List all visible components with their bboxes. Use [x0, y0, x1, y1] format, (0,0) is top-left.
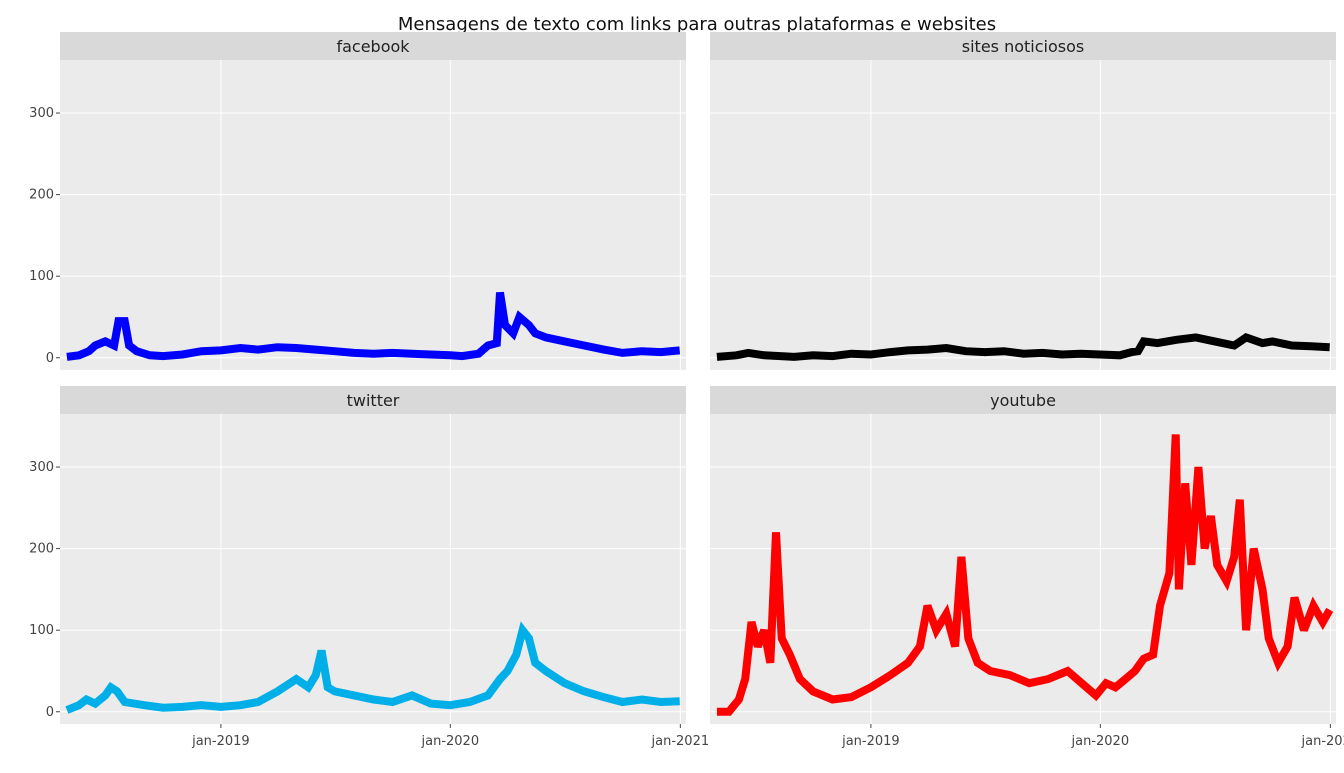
- x-tick-label: jan-2020: [421, 734, 480, 749]
- series-line-twitter: [65, 621, 680, 714]
- facet-strip: [710, 386, 1336, 414]
- facet-panel: sites noticiosos: [710, 32, 1336, 370]
- y-tick-label: 0: [46, 351, 54, 366]
- facet-label: facebook: [336, 37, 410, 56]
- x-tick-label: jan-2019: [841, 734, 900, 749]
- chart-title: Mensagens de texto com links para outras…: [398, 14, 996, 35]
- panel-background: [60, 414, 686, 724]
- facet-label: twitter: [347, 391, 400, 410]
- x-tick-label: jan-2021: [1301, 734, 1344, 749]
- facet-panel: facebook 0 100 200 300: [29, 32, 686, 370]
- y-tick-label: 300: [29, 106, 54, 121]
- x-tick-label: jan-2019: [191, 734, 250, 749]
- facet-panel: youtube jan-2019 jan-2020 jan-2021: [710, 386, 1344, 749]
- facet-strip: [60, 32, 686, 60]
- x-tick-label: jan-2020: [1071, 734, 1130, 749]
- panel-background: [60, 60, 686, 370]
- facet-strip: [60, 386, 686, 414]
- x-tick-label: jan-2021: [651, 734, 710, 749]
- y-tick-label: 200: [29, 188, 54, 203]
- series-line-youtube: [716, 434, 1334, 716]
- facet-panel: twitter 0 100 200 300 jan-2019 jan-2020 jan-202…: [29, 386, 709, 749]
- y-tick-label: 300: [29, 460, 54, 475]
- series-line-facebook: [66, 291, 681, 361]
- chart-panels: facebook 0 100 200 300 sites noticiosos twitte…: [29, 32, 1344, 749]
- facet-label: sites noticiosos: [962, 37, 1084, 56]
- y-tick-label: 200: [29, 542, 54, 557]
- facet-strip: [710, 32, 1336, 60]
- y-tick-label: 0: [46, 705, 54, 720]
- series-line-sites-noticiosos: [716, 332, 1330, 361]
- facet-label: youtube: [990, 391, 1056, 410]
- y-tick-label: 100: [29, 623, 54, 638]
- y-tick-label: 100: [29, 269, 54, 284]
- panel-background: [710, 60, 1336, 370]
